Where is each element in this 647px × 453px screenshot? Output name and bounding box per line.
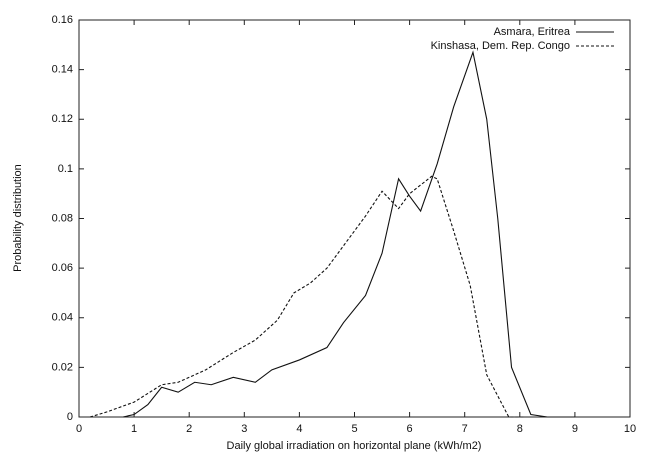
x-tick-label: 3 bbox=[241, 423, 247, 435]
y-tick-label: 0.1 bbox=[58, 163, 73, 175]
x-tick-label: 2 bbox=[186, 423, 192, 435]
legend-label: Kinshasa, Dem. Rep. Congo bbox=[431, 40, 570, 52]
y-tick-label: 0.16 bbox=[52, 14, 73, 26]
series-line bbox=[122, 50, 575, 418]
x-tick-label: 0 bbox=[76, 423, 82, 435]
y-tick-label: 0.12 bbox=[52, 113, 73, 125]
x-tick-label: 6 bbox=[407, 423, 413, 435]
y-tick-label: 0.08 bbox=[52, 212, 73, 224]
x-tick-label: 10 bbox=[624, 423, 636, 435]
legend-label: Asmara, Eritrea bbox=[494, 26, 571, 38]
series-line bbox=[89, 175, 526, 418]
plot-frame bbox=[78, 19, 631, 418]
y-axis-label: Probability distribution bbox=[12, 164, 24, 272]
y-tick-label: 0.06 bbox=[52, 262, 73, 274]
x-tick-label: 7 bbox=[462, 423, 468, 435]
x-tick-label: 5 bbox=[351, 423, 357, 435]
y-tick-label: 0.14 bbox=[52, 64, 73, 76]
y-tick-label: 0 bbox=[67, 411, 73, 423]
y-tick-label: 0.02 bbox=[52, 361, 73, 373]
x-tick-label: 9 bbox=[572, 423, 578, 435]
x-tick-label: 1 bbox=[131, 423, 137, 435]
x-axis-label: Daily global irradiation on horizontal p… bbox=[227, 440, 482, 452]
x-tick-label: 4 bbox=[296, 423, 302, 435]
y-tick-label: 0.04 bbox=[52, 312, 73, 324]
x-tick-label: 8 bbox=[517, 423, 523, 435]
